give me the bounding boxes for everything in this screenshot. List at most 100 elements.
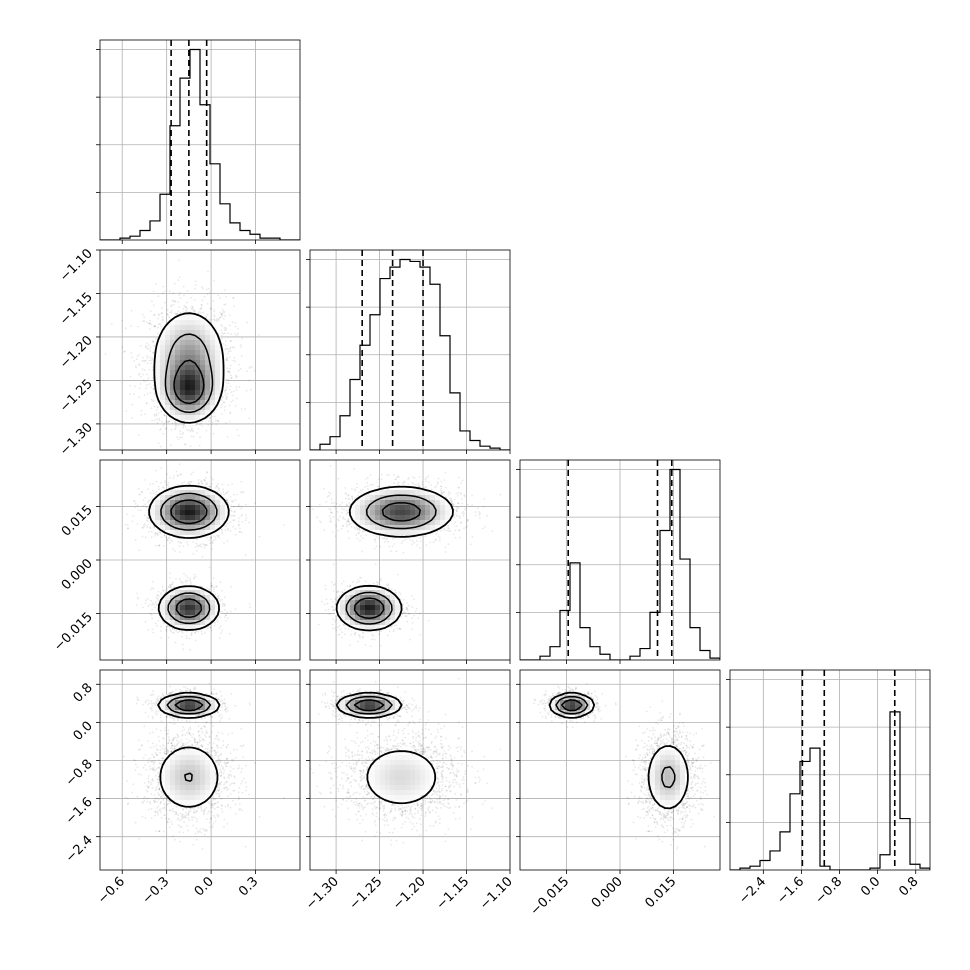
sample-point bbox=[234, 333, 237, 335]
sample-point bbox=[150, 536, 153, 539]
sample-point bbox=[143, 394, 146, 397]
sample-point bbox=[151, 400, 154, 403]
density-cell bbox=[180, 335, 186, 341]
sample-point bbox=[235, 386, 238, 389]
sample-point bbox=[236, 428, 239, 431]
sample-point bbox=[227, 490, 230, 493]
sample-point bbox=[226, 499, 229, 501]
sample-point bbox=[235, 389, 238, 391]
density-cell bbox=[160, 330, 166, 336]
sample-point bbox=[222, 343, 225, 345]
sample-point bbox=[229, 385, 232, 388]
sample-point bbox=[194, 546, 197, 548]
sample-point bbox=[178, 276, 181, 279]
density-cell bbox=[185, 405, 191, 411]
sample-point bbox=[179, 291, 181, 294]
sample-point bbox=[181, 482, 184, 484]
sample-point bbox=[159, 445, 162, 448]
sample-point bbox=[202, 311, 205, 314]
sample-point bbox=[233, 305, 236, 308]
sample-point bbox=[131, 520, 134, 523]
density-cell bbox=[205, 395, 211, 401]
sample-point bbox=[143, 525, 146, 528]
density-cell bbox=[180, 350, 186, 356]
sample-point bbox=[223, 401, 226, 404]
sample-point bbox=[166, 538, 169, 541]
sample-point bbox=[221, 399, 224, 401]
density-cell bbox=[210, 390, 216, 396]
density-cell bbox=[180, 340, 186, 346]
panel-frame bbox=[99, 39, 301, 241]
sample-point bbox=[145, 402, 148, 404]
sample-point bbox=[213, 539, 215, 542]
sample-point bbox=[234, 404, 237, 407]
density-cell bbox=[185, 350, 191, 356]
sample-point bbox=[196, 423, 199, 425]
density-cell bbox=[200, 365, 206, 371]
sample-point bbox=[160, 625, 162, 628]
density-cell bbox=[160, 375, 166, 381]
sample-point bbox=[163, 544, 165, 547]
sample-point bbox=[150, 386, 152, 389]
sample-point bbox=[203, 295, 206, 298]
sample-point bbox=[146, 526, 149, 528]
sample-point bbox=[172, 292, 175, 294]
sample-point bbox=[221, 308, 224, 311]
density-cell bbox=[180, 320, 186, 326]
sample-point bbox=[171, 583, 174, 585]
sample-point bbox=[124, 327, 127, 330]
panel-frame bbox=[99, 249, 301, 451]
sample-point bbox=[226, 540, 229, 542]
sample-point bbox=[220, 403, 223, 406]
sample-point bbox=[223, 329, 226, 332]
sample-point bbox=[174, 427, 177, 430]
sample-point bbox=[238, 505, 241, 507]
sample-point bbox=[220, 406, 223, 409]
sample-point bbox=[152, 384, 155, 387]
sample-point bbox=[200, 312, 203, 314]
sample-point bbox=[141, 526, 144, 529]
sample-point bbox=[202, 543, 204, 545]
density-cell bbox=[175, 360, 181, 366]
sample-point bbox=[177, 279, 180, 282]
density-cell bbox=[175, 380, 181, 386]
sample-point bbox=[143, 360, 146, 362]
sample-point bbox=[208, 420, 210, 422]
sample-point bbox=[210, 585, 213, 588]
density-cell bbox=[215, 385, 221, 391]
sample-point bbox=[246, 370, 248, 373]
sample-point bbox=[190, 428, 193, 431]
density-cell bbox=[210, 400, 216, 406]
sample-point bbox=[221, 532, 224, 535]
sample-point bbox=[141, 535, 144, 538]
sample-point bbox=[234, 321, 237, 324]
sample-point bbox=[235, 376, 238, 379]
density-cell bbox=[170, 330, 176, 336]
sample-point bbox=[177, 301, 180, 303]
sample-point bbox=[145, 345, 147, 347]
sample-point bbox=[191, 305, 194, 308]
sample-point bbox=[165, 536, 167, 539]
sample-point bbox=[215, 408, 217, 411]
sample-point bbox=[179, 436, 182, 439]
sample-point bbox=[146, 379, 148, 382]
sample-point bbox=[163, 534, 166, 537]
sample-point bbox=[186, 541, 189, 544]
sample-point bbox=[169, 538, 172, 541]
density-cell bbox=[175, 350, 181, 356]
sample-point bbox=[164, 428, 167, 430]
sample-point bbox=[232, 505, 235, 508]
sample-point bbox=[245, 503, 247, 506]
sample-point bbox=[237, 434, 240, 437]
sample-point bbox=[171, 422, 174, 425]
sample-point bbox=[248, 367, 251, 369]
sample-point bbox=[164, 301, 166, 304]
sample-point bbox=[176, 312, 179, 315]
density-cell bbox=[195, 385, 201, 391]
sample-point bbox=[129, 393, 131, 395]
sample-point bbox=[149, 319, 152, 322]
density-cell bbox=[180, 385, 186, 391]
sample-point bbox=[178, 463, 181, 466]
density-cell bbox=[175, 400, 181, 406]
sample-point bbox=[181, 635, 183, 638]
